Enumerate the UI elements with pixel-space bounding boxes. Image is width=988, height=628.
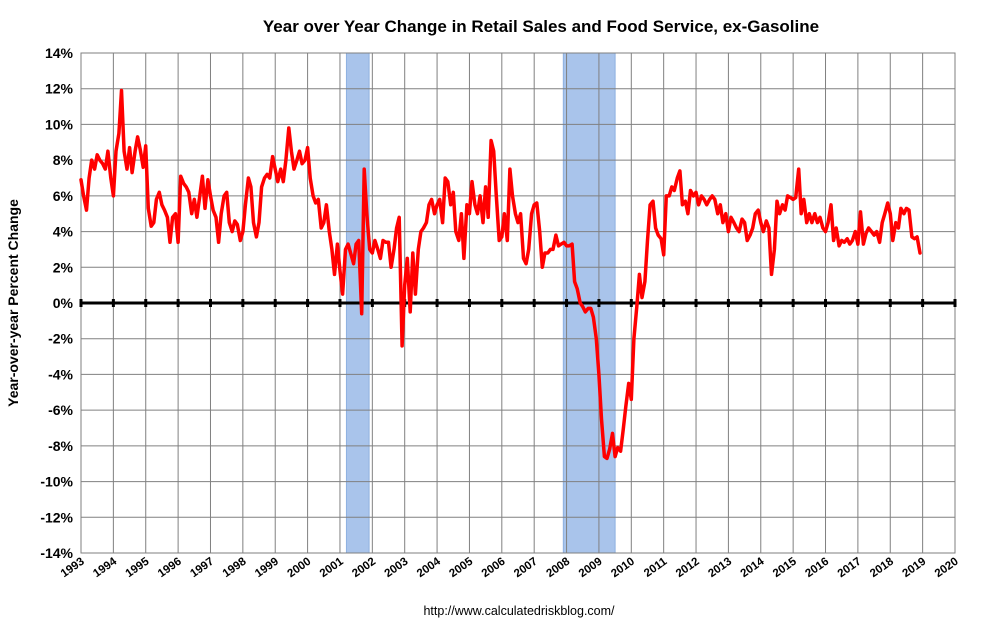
x-tick-label: 2017 — [836, 556, 864, 581]
x-tick-label: 2006 — [480, 556, 508, 581]
x-tick-label: 2008 — [544, 555, 572, 580]
y-tick-label: 0% — [53, 295, 74, 311]
x-tick-label: 1999 — [253, 556, 281, 581]
x-tick-label: 2016 — [803, 556, 831, 581]
x-tick-label: 2007 — [512, 556, 540, 581]
x-tick-label: 1994 — [91, 555, 119, 580]
x-tick-label: 2003 — [383, 556, 411, 581]
y-tick-label: 2% — [53, 259, 74, 275]
y-tick-label: -4% — [48, 366, 73, 382]
x-tick-label: 2004 — [415, 555, 443, 580]
y-tick-label: 6% — [53, 188, 74, 204]
series-layer — [79, 88, 922, 461]
x-tick-label: 2019 — [901, 556, 929, 581]
y-tick-labels: 14% 12% 10% 8% 6% 4% 2% 0% -2% -4% -6% -8% -10% -12% -… — [40, 45, 73, 561]
x-tick-label: 2011 — [642, 555, 670, 579]
x-tick-label: 2009 — [577, 556, 605, 581]
y-tick-label: -2% — [48, 331, 73, 347]
chart-title: Year over Year Change in Retail Sales an… — [263, 17, 819, 36]
y-tick-label: 8% — [53, 152, 74, 168]
x-tick-label: 1998 — [221, 555, 249, 580]
y-tick-label: -14% — [40, 545, 73, 561]
x-tick-label: 2018 — [868, 555, 896, 580]
source-url: http://www.calculatedriskblog.com/ — [423, 604, 615, 618]
x-tick-label: 2013 — [706, 556, 734, 581]
x-tick-label: 1996 — [156, 556, 184, 581]
y-tick-label: -12% — [40, 509, 73, 525]
x-tick-label: 2001 — [318, 555, 346, 580]
x-tick-label: 2005 — [447, 555, 475, 580]
x-tick-label: 1995 — [124, 555, 152, 580]
y-tick-label: -10% — [40, 474, 73, 490]
x-tick-label: 2014 — [739, 555, 767, 580]
y-tick-label: 10% — [45, 116, 74, 132]
series-line-1 — [79, 88, 922, 461]
y-tick-label: 12% — [45, 81, 74, 97]
x-tick-label: 2002 — [350, 556, 378, 581]
y-axis-label: Year-over-year Percent Change — [5, 199, 21, 407]
x-tick-label: 2010 — [609, 556, 637, 581]
zero-axis — [79, 299, 957, 307]
x-tick-labels: 1993 1994 1995 1996 1997 1998 1999 2000 2001 2002… — [59, 555, 961, 580]
y-tick-label: 14% — [45, 45, 74, 61]
y-tick-label: -8% — [48, 438, 73, 454]
y-tick-label: 4% — [53, 224, 74, 240]
x-tick-label: 1997 — [188, 556, 216, 581]
y-tick-label: -6% — [48, 402, 73, 418]
x-tick-label: 2020 — [933, 556, 961, 581]
x-tick-label: 2015 — [771, 555, 799, 580]
x-tick-label: 2012 — [674, 556, 702, 581]
x-tick-label: 2000 — [285, 556, 313, 581]
